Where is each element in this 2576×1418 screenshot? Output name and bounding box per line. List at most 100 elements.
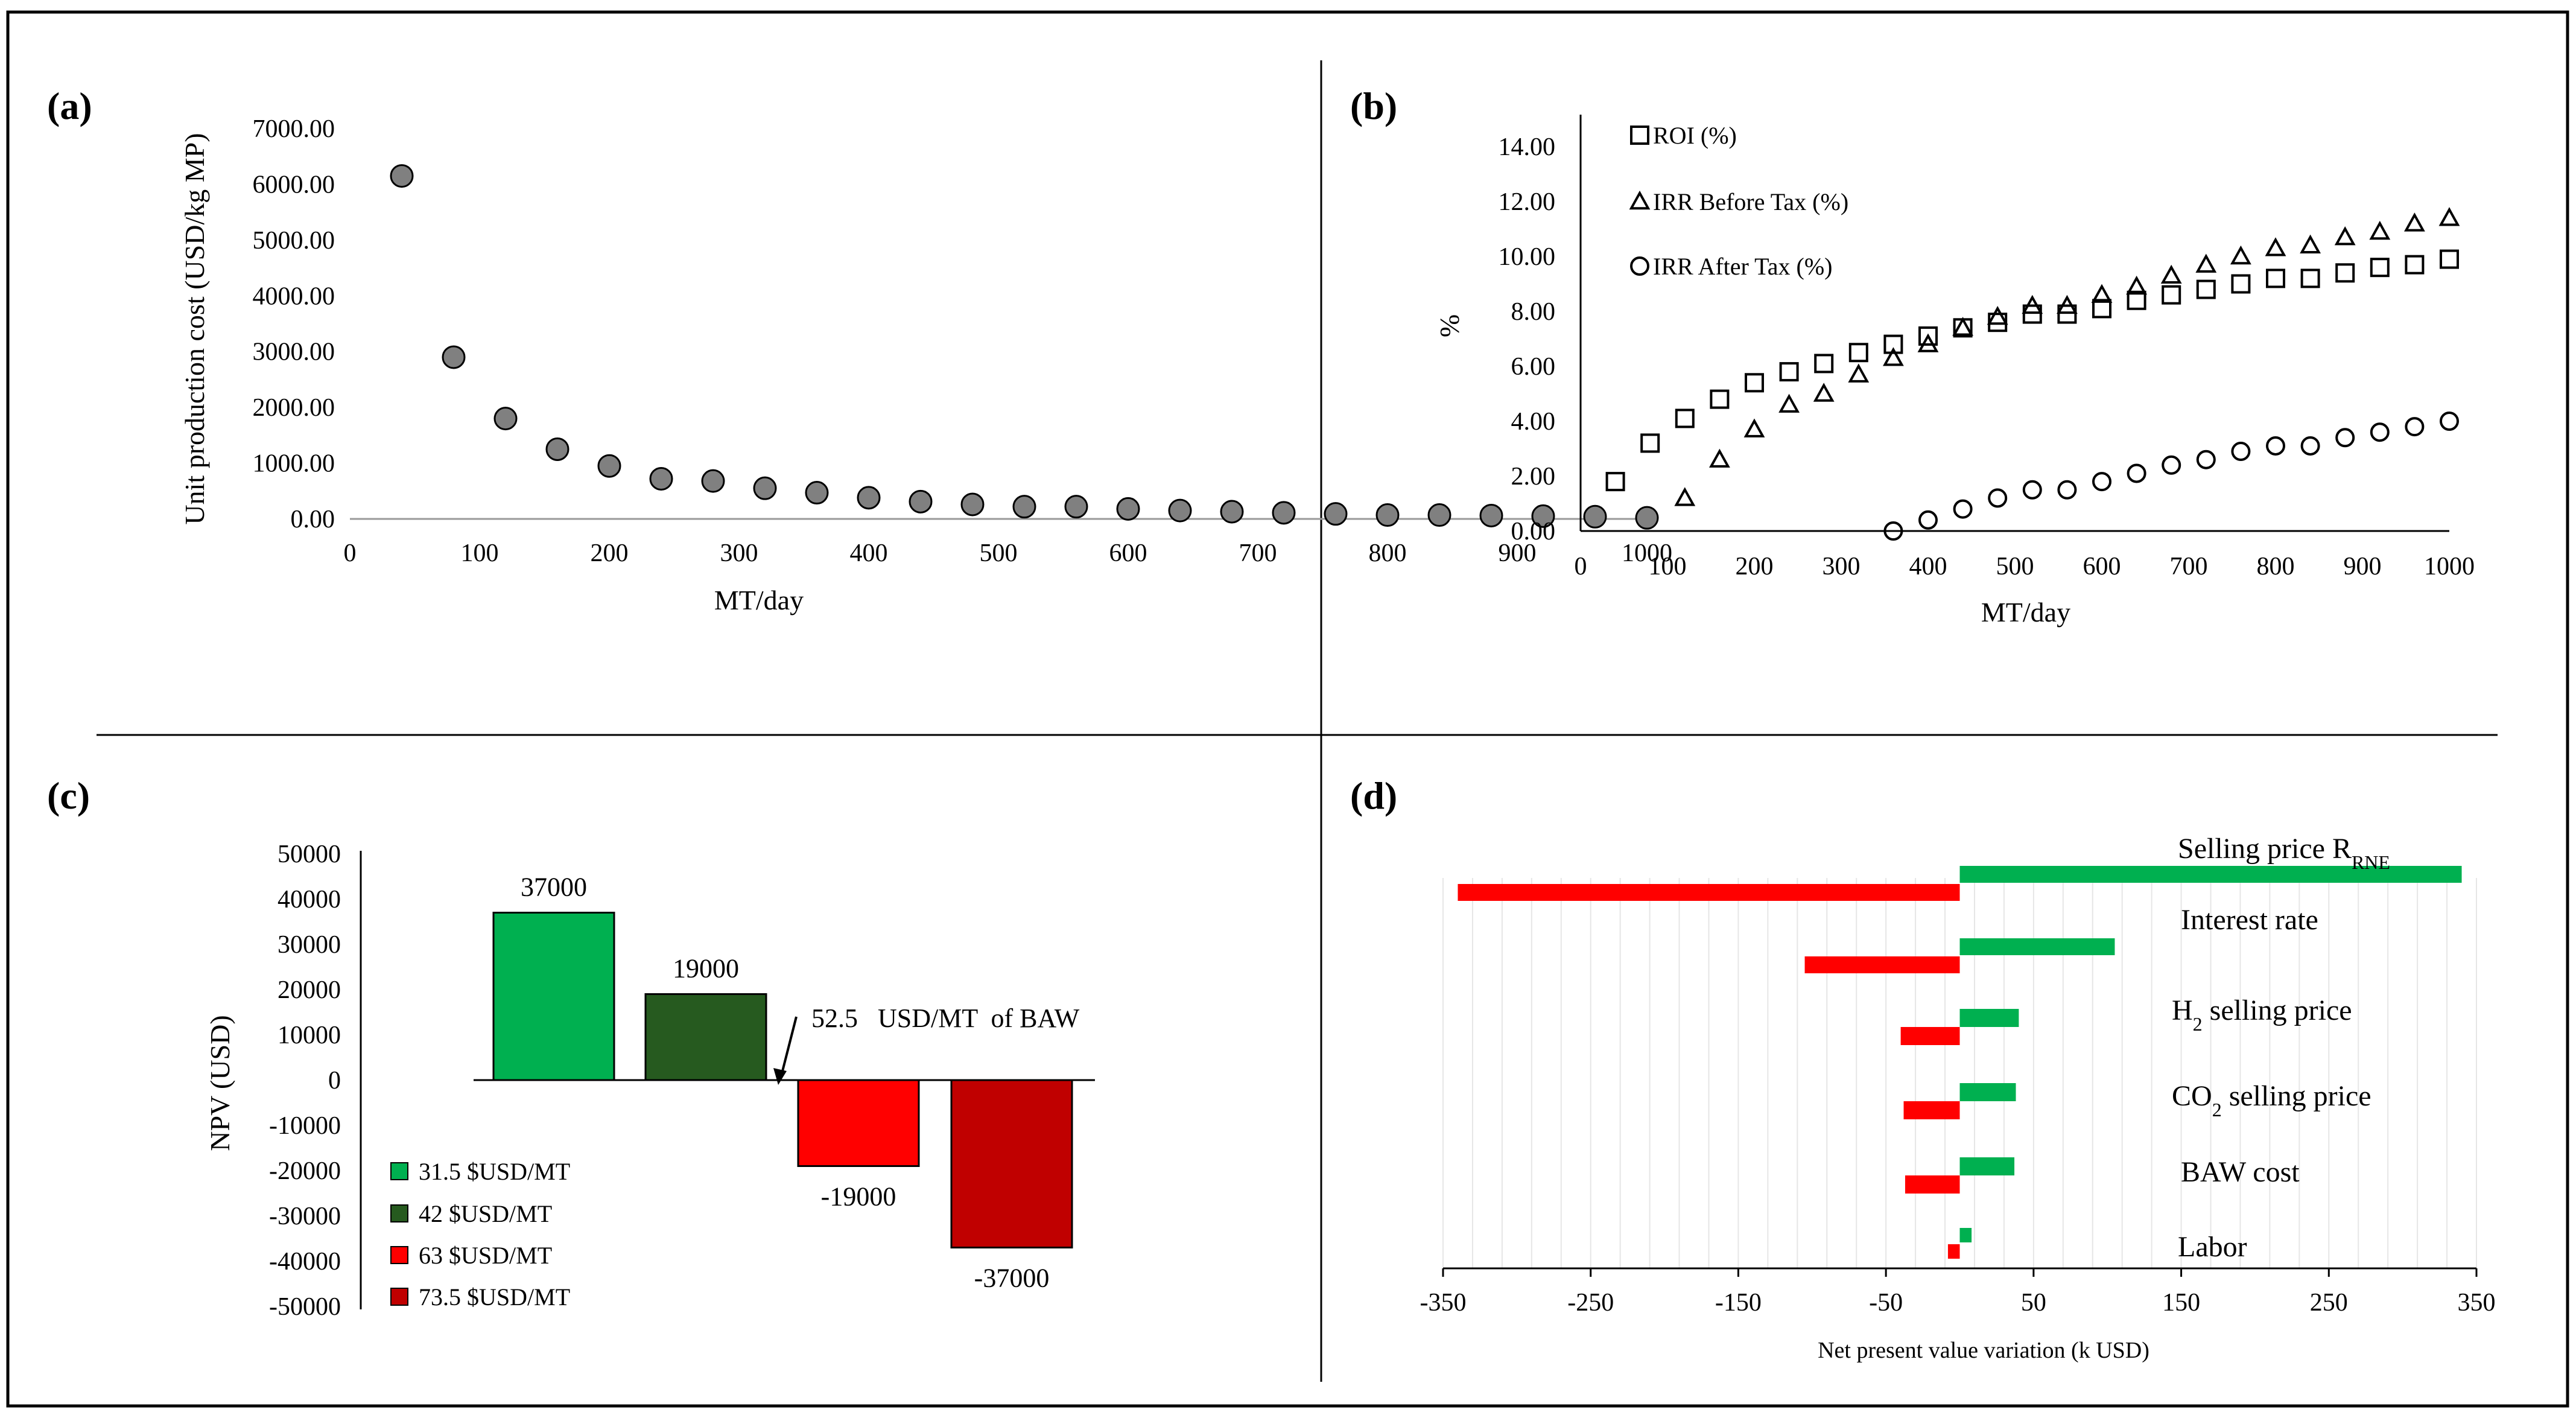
- chart-a-point: [1427, 503, 1451, 527]
- chart-b-point-square: [1675, 409, 1695, 428]
- chart-a-point: [805, 481, 829, 505]
- chart-b-legend-label: IRR After Tax (%): [1653, 253, 1833, 280]
- panel-label-b: (b): [1350, 84, 1397, 127]
- chart-a-ytick: 7000.00: [253, 115, 335, 143]
- chart-b-point-square: [2092, 299, 2111, 319]
- chart-a-point: [857, 486, 881, 510]
- chart-d-bar-decrease: [1458, 884, 1960, 901]
- chart-b-point-square: [1918, 326, 1938, 346]
- chart-a-points: [390, 164, 1659, 530]
- chart-b-point-circle: [2300, 436, 2320, 456]
- chart-b-point-circle: [2231, 442, 2251, 462]
- chart-a-point: [1168, 498, 1192, 523]
- chart-a: 0 100 200 300 400 500 600 700 800 900 1000 0.00 1000…: [179, 115, 1672, 615]
- chart-c-legend-swatch: [390, 1288, 408, 1306]
- panel-label-c: (c): [47, 774, 90, 817]
- chart-b-ytick: 6.00: [1511, 353, 1556, 381]
- chart-b-ytick: 4.00: [1511, 408, 1556, 436]
- chart-c: 50000 40000 30000 20000 10000 0 -10000 -20000 -3…: [205, 841, 1095, 1321]
- chart-a-point: [701, 469, 725, 493]
- chart-c-bar-label: -19000: [821, 1182, 896, 1212]
- chart-b-xtick: 500: [1996, 553, 2034, 580]
- chart-d-factor-labels: Selling price RRNE Interest rate H2 sellin…: [2172, 833, 2390, 1263]
- chart-d-bar-decrease: [1903, 1101, 1960, 1119]
- chart-b-legend-marker-triangle: [1629, 190, 1651, 210]
- chart-a-xtick: 500: [980, 539, 1018, 567]
- chart-b-point-square: [2405, 255, 2425, 275]
- chart-b-point-circle: [2127, 463, 2146, 483]
- chart-a-point: [1324, 502, 1348, 526]
- chart-b-ylabel: %: [1434, 314, 1465, 337]
- chart-b-legend-marker-square: [1630, 126, 1649, 145]
- chart-b-points: [1605, 207, 2460, 541]
- chart-d-xtick: 350: [2458, 1289, 2496, 1317]
- chart-a-xtick: 800: [1369, 539, 1407, 567]
- chart-b-point-circle: [2022, 480, 2042, 500]
- chart-d-bar-increase: [1959, 1157, 2015, 1175]
- chart-c-ytick: 0: [328, 1067, 341, 1095]
- chart-b-point-circle: [1918, 510, 1938, 530]
- chart-c-bar: [797, 1079, 920, 1167]
- chart-b-legend-label: ROI (%): [1653, 122, 1737, 149]
- chart-a-point: [1635, 506, 1659, 530]
- chart-a-xtick: 900: [1499, 539, 1537, 567]
- chart-b-point-triangle: [2160, 264, 2182, 284]
- chart-b-point-circle: [2162, 455, 2181, 475]
- chart-a-point: [1272, 501, 1296, 525]
- chart-b-point-square: [2300, 269, 2320, 288]
- chart-c-bar: [644, 993, 767, 1081]
- chart-b-axes: [1579, 115, 2449, 532]
- chart-c-legend-label: 63 $USD/MT: [419, 1242, 552, 1269]
- chart-d-xlabel: Net present value variation (k USD): [1818, 1338, 2149, 1363]
- chart-a-ytick: 1000.00: [253, 450, 335, 478]
- chart-d-bar-decrease: [1905, 1175, 1960, 1194]
- chart-b-point-square: [2231, 274, 2251, 294]
- chart-b-point-square: [1848, 343, 1868, 363]
- chart-d-bar-increase: [1959, 938, 2115, 955]
- chart-b-legend: ROI (%) IRR Before Tax (%) IRR After Tax (…: [1629, 122, 1848, 280]
- chart-b-point-triangle: [2230, 245, 2251, 265]
- chart-a-point: [1375, 503, 1400, 527]
- chart-a-xtick: 1000: [1622, 539, 1672, 567]
- chart-a-point: [442, 345, 466, 369]
- chart-b-point-triangle: [2438, 207, 2460, 226]
- chart-b-point-triangle: [2404, 212, 2425, 232]
- chart-d-factor-label: Labor: [2178, 1231, 2247, 1263]
- chart-d-factor-label: Interest rate: [2181, 904, 2318, 936]
- chart-b-xtick: 700: [2170, 553, 2208, 580]
- chart-b-point-triangle: [1848, 363, 1870, 383]
- chart-b-point-square: [2162, 285, 2181, 305]
- chart-b-point-square: [2022, 304, 2042, 324]
- chart-b-point-square: [1640, 433, 1660, 453]
- chart-a-ytick: 5000.00: [253, 227, 335, 255]
- chart-c-bar-label: 37000: [521, 873, 587, 902]
- chart-b-point-triangle: [2195, 253, 2217, 273]
- chart-b-point-triangle: [2300, 234, 2321, 253]
- chart-c-ylabel: NPV (USD): [205, 1015, 235, 1151]
- chart-c-annotation-arrow: [780, 1016, 798, 1076]
- chart-b-xtick: 400: [1909, 553, 1947, 580]
- chart-d-bar-increase: [1959, 1009, 2019, 1027]
- chart-a-ytick: 3000.00: [253, 339, 335, 366]
- chart-b-xtick: 800: [2257, 553, 2295, 580]
- chart-b-xtick: 900: [2344, 553, 2382, 580]
- chart-b-point-triangle: [2265, 237, 2286, 256]
- chart-a-point: [1583, 504, 1607, 529]
- chart-a-point: [649, 466, 673, 491]
- chart-b-point-circle: [2266, 436, 2285, 456]
- chart-b-point-square: [1605, 472, 1625, 492]
- chart-c-ytick: -50000: [269, 1293, 341, 1321]
- chart-a-point: [1479, 503, 1503, 527]
- chart-b-point-square: [1710, 389, 1730, 409]
- chart-b-legend-label: IRR Before Tax (%): [1653, 188, 1848, 215]
- chart-d: -350 -250 -150 -50 50 150 250 350 Selling price…: [1420, 833, 2496, 1363]
- chart-c-legend-label: 42 $USD/MT: [419, 1200, 552, 1227]
- chart-c-ytick: 40000: [278, 886, 341, 914]
- chart-a-point: [1064, 495, 1088, 519]
- chart-d-factor-label: H2 selling price: [2172, 994, 2352, 1035]
- chart-c-bar-label: 19000: [673, 954, 739, 984]
- chart-a-xtick: 200: [591, 539, 629, 567]
- chart-b-point-square: [2440, 249, 2459, 269]
- chart-c-legend-label: 73.5 $USD/MT: [419, 1283, 570, 1311]
